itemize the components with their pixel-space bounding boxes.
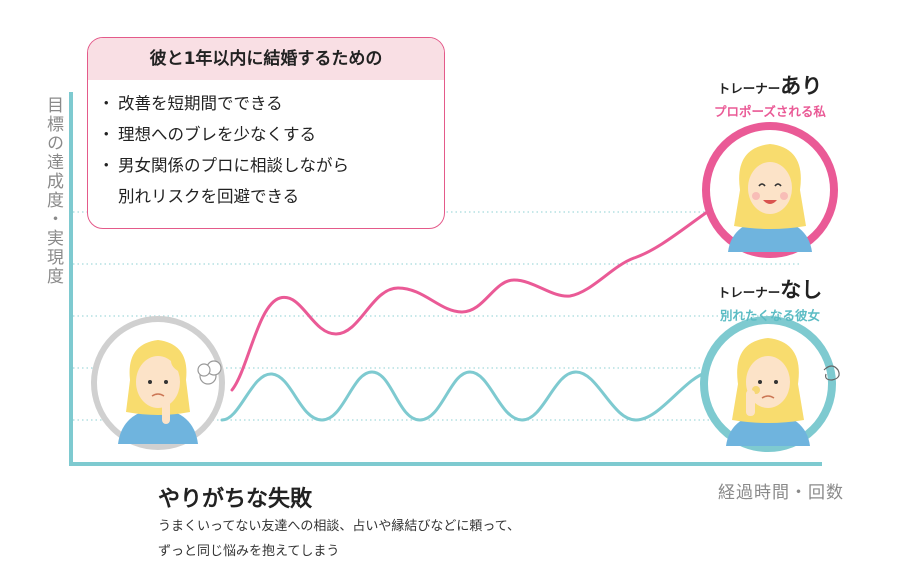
common-failure-title: やりがちな失敗 (158, 487, 313, 512)
with-trainer-prefix: トレーナー (717, 81, 781, 96)
start-avatar (91, 316, 225, 450)
worried-woman-illustration (118, 340, 198, 444)
with-trainer-caption: プロポーズされる私 (714, 104, 826, 119)
common-failure-line2: ずっと同じ悩みを抱えてしまう (158, 544, 340, 559)
happy-woman-illustration (728, 144, 812, 252)
sigh-swirl-icon (823, 365, 840, 381)
without-trainer-label: トレーナーなし 別れたくなる彼女 (695, 274, 845, 324)
sad-woman-illustration (726, 338, 810, 446)
benefits-box: 彼と1年以内に結婚するための 改善を短期間でできる 理想へのブレを少なくする 男… (87, 37, 445, 229)
without-trainer-avatar (700, 316, 840, 452)
without-trainer-line (220, 370, 710, 422)
with-trainer-line (230, 208, 712, 392)
benefit-item: 理想へのブレを少なくする (98, 119, 444, 150)
y-axis-label: 目標の達成度・実現度 (43, 96, 63, 286)
x-axis-label: 経過時間・回数 (718, 483, 844, 503)
without-trainer-prefix: トレーナー (717, 285, 781, 300)
benefits-list: 改善を短期間でできる 理想へのブレを少なくする 男女関係のプロに相談しながら 別… (88, 88, 444, 212)
common-failure-description: うまくいってない友達への相談、占いや縁結びなどに頼って、 ずっと同じ悩みを抱えて… (158, 514, 520, 564)
benefit-item: 改善を短期間でできる (98, 88, 444, 119)
with-trainer-keyword: あり (780, 74, 823, 98)
thought-puff-icon (197, 360, 222, 385)
without-trainer-caption: 別れたくなる彼女 (719, 308, 820, 323)
common-failure-line1: うまくいってない友達への相談、占いや縁結びなどに頼って、 (158, 519, 521, 534)
benefit-item: 男女関係のプロに相談しながら (98, 150, 444, 181)
benefit-item-continuation: 別れリスクを回避できる (118, 187, 300, 206)
with-trainer-label: トレーナーあり プロポーズされる私 (695, 70, 845, 120)
benefits-box-title: 彼と1年以内に結婚するための (88, 38, 444, 80)
with-trainer-avatar (702, 122, 838, 258)
without-trainer-keyword: なし (780, 278, 823, 302)
